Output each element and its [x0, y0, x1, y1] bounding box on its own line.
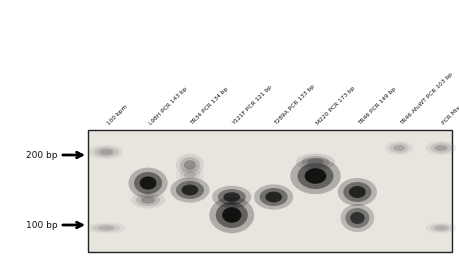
Ellipse shape — [209, 197, 254, 233]
Ellipse shape — [92, 224, 120, 232]
Bar — [88, 130, 452, 252]
Text: PCR Mix NC: PCR Mix NC — [441, 98, 459, 126]
Ellipse shape — [180, 157, 200, 173]
Ellipse shape — [385, 141, 413, 155]
Text: 200 bp: 200 bp — [27, 151, 58, 159]
Ellipse shape — [176, 165, 204, 185]
Ellipse shape — [297, 163, 334, 189]
Ellipse shape — [141, 196, 155, 204]
Ellipse shape — [140, 176, 157, 190]
Ellipse shape — [343, 182, 371, 202]
Text: TR46 PCR 149 bp: TR46 PCR 149 bp — [358, 86, 397, 126]
Ellipse shape — [184, 171, 196, 179]
Ellipse shape — [296, 154, 335, 170]
Ellipse shape — [181, 185, 198, 195]
Ellipse shape — [184, 160, 196, 170]
Text: TR34 PCR 134 bp: TR34 PCR 134 bp — [190, 86, 230, 126]
Text: TR46 AfuWT PCR 103 bp: TR46 AfuWT PCR 103 bp — [399, 72, 453, 126]
Text: M220 PCR 173 bp: M220 PCR 173 bp — [315, 85, 356, 126]
Ellipse shape — [425, 141, 457, 155]
Ellipse shape — [87, 222, 126, 233]
Ellipse shape — [94, 147, 118, 157]
Ellipse shape — [216, 202, 248, 228]
Text: 100 bp: 100 bp — [26, 220, 58, 229]
Ellipse shape — [218, 189, 246, 205]
Ellipse shape — [430, 224, 452, 232]
Text: L98H PCR 143 bp: L98H PCR 143 bp — [148, 86, 188, 126]
Text: Y121F PCR 121 bp: Y121F PCR 121 bp — [232, 84, 274, 126]
Ellipse shape — [254, 184, 293, 210]
Ellipse shape — [425, 222, 457, 233]
Ellipse shape — [134, 172, 162, 194]
Ellipse shape — [176, 181, 204, 199]
Ellipse shape — [180, 168, 200, 182]
Ellipse shape — [290, 158, 341, 194]
Ellipse shape — [345, 208, 369, 228]
Ellipse shape — [341, 204, 374, 232]
Ellipse shape — [90, 145, 123, 159]
Ellipse shape — [170, 177, 209, 202]
Ellipse shape — [222, 207, 241, 223]
Text: 100 bpm: 100 bpm — [106, 104, 129, 126]
Ellipse shape — [338, 178, 377, 206]
Ellipse shape — [129, 168, 168, 198]
Ellipse shape — [350, 212, 364, 224]
Ellipse shape — [305, 168, 326, 184]
Ellipse shape — [176, 154, 204, 176]
Text: T289A PCR 133 bp: T289A PCR 133 bp — [274, 84, 316, 126]
Ellipse shape — [131, 191, 165, 208]
Ellipse shape — [430, 143, 452, 153]
Ellipse shape — [302, 156, 330, 168]
Ellipse shape — [224, 192, 240, 202]
Ellipse shape — [98, 226, 115, 230]
Ellipse shape — [99, 149, 113, 155]
Ellipse shape — [212, 186, 252, 208]
Ellipse shape — [389, 143, 409, 153]
Ellipse shape — [349, 186, 366, 198]
Ellipse shape — [260, 188, 288, 206]
Ellipse shape — [136, 194, 160, 206]
Ellipse shape — [435, 226, 448, 230]
Ellipse shape — [265, 191, 282, 202]
Ellipse shape — [435, 145, 448, 151]
Ellipse shape — [307, 158, 324, 166]
Ellipse shape — [393, 145, 405, 151]
